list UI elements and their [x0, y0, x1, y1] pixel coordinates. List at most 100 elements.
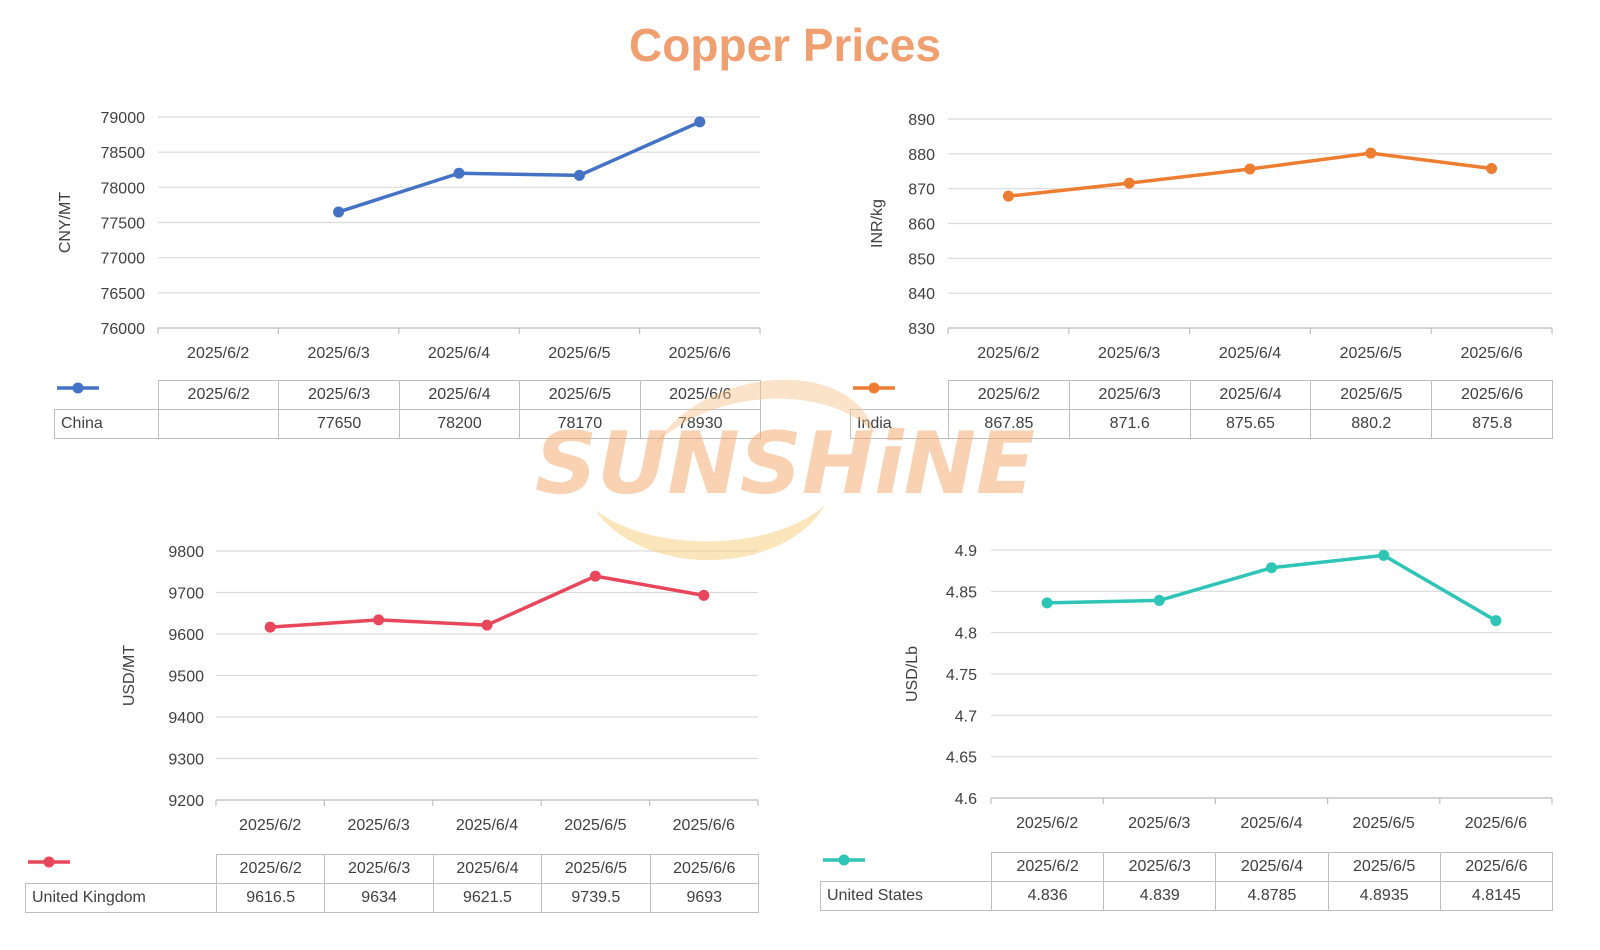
y-tick-label: 4.75: [946, 667, 977, 684]
data-point: [589, 570, 601, 582]
x-tick-label: 2025/6/2: [239, 817, 301, 834]
table-header-cell: 2025/6/4: [432, 854, 543, 884]
data-table-united-states: 2025/6/2 2025/6/3 2025/6/4 2025/6/5 2025/6/6…: [820, 852, 1553, 911]
x-tick-label: 2025/6/6: [669, 345, 731, 362]
y-tick-label: 79000: [101, 110, 146, 127]
data-point: [1244, 163, 1256, 175]
table-value-cell: 9739.5: [541, 883, 651, 913]
data-point: [1123, 177, 1135, 189]
table-value-cell: 867.85: [948, 409, 1070, 439]
data-point: [373, 614, 385, 626]
x-tick-label: 2025/6/4: [428, 345, 490, 362]
table-value-cell: 4.8145: [1439, 881, 1553, 911]
y-axis-title: USD/MT: [121, 645, 138, 707]
table-header-cell: 2025/6/2: [948, 380, 1070, 410]
y-tick-label: 9800: [168, 544, 204, 561]
data-table-india: 2025/6/2 2025/6/3 2025/6/4 2025/6/5 2025/6/6…: [850, 380, 1553, 439]
x-tick-label: 2025/6/6: [1465, 815, 1527, 832]
x-tick-label: 2025/6/2: [187, 345, 249, 362]
x-tick-label: 2025/6/4: [1219, 345, 1281, 362]
y-tick-label: 78500: [101, 145, 146, 162]
table-header-cell: 2025/6/2: [990, 852, 1105, 882]
table-header-cell: 2025/6/3: [278, 380, 400, 410]
table-value-cell: 871.6: [1068, 409, 1191, 439]
table-header-cell: 2025/6/5: [1327, 852, 1441, 882]
data-point: [573, 169, 585, 181]
y-tick-label: 850: [908, 251, 935, 268]
data-point: [1365, 147, 1377, 159]
y-tick-label: 77000: [101, 251, 146, 268]
data-point: [1486, 162, 1498, 174]
table-header-row: 2025/6/2 2025/6/3 2025/6/4 2025/6/5 2025/6/6: [821, 852, 1553, 882]
y-tick-label: 9400: [168, 710, 204, 727]
table-value-cell: 9616.5: [215, 883, 326, 913]
x-tick-label: 2025/6/5: [548, 345, 610, 362]
data-point: [453, 167, 465, 179]
data-point: [1490, 615, 1502, 627]
table-header-cell: 2025/6/4: [1189, 380, 1312, 410]
x-tick-label: 2025/6/4: [1240, 815, 1302, 832]
series-line-china: [336, 120, 702, 214]
data-point: [1153, 594, 1165, 606]
y-tick-label: 9600: [168, 627, 204, 644]
y-tick-label: 4.8: [955, 626, 977, 643]
y-tick-label: 870: [908, 182, 935, 199]
y-tick-label: 4.65: [946, 750, 977, 767]
table-value-cell: [157, 409, 280, 439]
x-tick-label: 2025/6/3: [1128, 815, 1190, 832]
legend-label: United Kingdom: [32, 889, 146, 906]
y-tick-label: 840: [908, 286, 935, 303]
x-tick-label: 2025/6/5: [564, 817, 626, 834]
table-value-cell: 9621.5: [432, 883, 543, 913]
legend-label: United States: [827, 887, 924, 904]
y-tick-label: 4.85: [946, 584, 977, 601]
table-header-cell: 2025/6/6: [1439, 852, 1553, 882]
data-point: [1002, 190, 1014, 202]
table-value-cell: 9634: [324, 883, 434, 913]
table-header-cell: 2025/6/3: [1103, 852, 1217, 882]
data-point: [333, 206, 345, 218]
legend-label: India: [857, 415, 892, 432]
data-point: [1266, 562, 1277, 574]
y-tick-label: 76000: [101, 321, 146, 338]
y-tick-label: 9500: [168, 669, 204, 686]
x-tick-label: 2025/6/6: [1460, 345, 1522, 362]
x-tick-label: 2025/6/2: [1016, 815, 1078, 832]
y-axis-title: CNY/MT: [57, 192, 74, 254]
table-header-cell: 2025/6/4: [1215, 852, 1329, 882]
x-tick-label: 2025/6/3: [1098, 345, 1160, 362]
chart-title: Copper Prices: [629, 19, 941, 71]
table-value-cell: 78200: [398, 409, 521, 439]
y-tick-label: 890: [908, 112, 935, 129]
legend-entry-china: China: [54, 382, 159, 439]
table-value-cell: 77650: [278, 409, 400, 439]
data-point: [698, 589, 710, 601]
y-tick-label: 4.7: [955, 708, 977, 725]
y-tick-label: 4.9: [955, 543, 977, 560]
x-tick-label: 2025/6/3: [307, 345, 369, 362]
y-axis-title: USD/Lb: [904, 646, 921, 702]
table-header-cell: 2025/6/5: [541, 854, 651, 884]
y-tick-label: 78000: [101, 180, 146, 197]
x-tick-label: 2025/6/5: [1340, 345, 1402, 362]
table-value-cell: 4.8935: [1327, 881, 1441, 911]
table-row: United States 4.836 4.839 4.8785 4.8935 4.814…: [820, 854, 1553, 911]
y-tick-label: 9700: [168, 586, 204, 603]
data-point: [264, 621, 276, 633]
table-header-cell: 2025/6/6: [649, 854, 759, 884]
data-table-china: 2025/6/2 2025/6/3 2025/6/4 2025/6/5 2025/6/6…: [54, 380, 761, 439]
table-value-cell: 9693: [649, 883, 759, 913]
table-row: China 77650 78200 78170 78930: [54, 382, 761, 439]
legend-entry-india: India: [850, 382, 949, 439]
table-value-cell: 4.836: [990, 881, 1105, 911]
x-tick-label: 2025/6/2: [977, 345, 1039, 362]
y-tick-label: 9200: [168, 793, 204, 810]
table-value-cell: 880.2: [1310, 409, 1433, 439]
x-tick-label: 2025/6/4: [456, 817, 518, 834]
legend-entry-united-kingdom: United Kingdom: [25, 856, 217, 913]
table-value-cell: 4.839: [1103, 881, 1217, 911]
table-header-cell: 2025/6/5: [1310, 380, 1433, 410]
y-tick-label: 880: [908, 147, 935, 164]
x-tick-label: 2025/6/6: [673, 817, 735, 834]
